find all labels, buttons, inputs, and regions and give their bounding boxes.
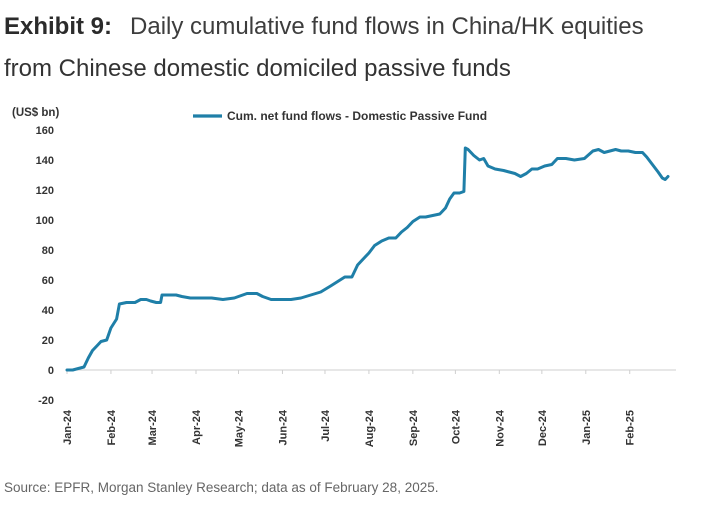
chart-title-line-1: Exhibit 9: Daily cumulative fund flows in… — [4, 12, 644, 42]
x-tick-label: Jul-24 — [320, 409, 332, 442]
chart-title-line-2: from Chinese domestic domiciled passive … — [4, 55, 511, 82]
y-axis: -20 0 20 40 60 80 100 120 140 160 — [36, 125, 54, 407]
fund-flows-chart: (US$ bn) Cum. net fund flows - Domestic … — [12, 107, 676, 447]
x-tick-label: Sep-24 — [408, 409, 420, 446]
x-tick-label: Jan-25 — [581, 410, 593, 445]
x-tick-label: Aug-24 — [364, 409, 376, 447]
x-tick-label: Jun-24 — [278, 409, 290, 445]
x-tick-label: Feb-25 — [625, 410, 637, 445]
y-axis-unit-label: (US$ bn) — [12, 107, 59, 119]
series-line-domestic-passive-fund — [65, 146, 670, 372]
y-tick-label: 80 — [42, 245, 54, 257]
x-tick-label: Feb-24 — [106, 409, 118, 445]
source-note: Source: EPFR, Morgan Stanley Research; d… — [4, 480, 439, 495]
x-tick-label: Mar-24 — [147, 409, 159, 445]
x-axis: Jan-24 Feb-24 Mar-24 Apr-24 May-24 Jun-24 Jul-… — [62, 369, 676, 447]
x-tick-label: Apr-24 — [191, 409, 203, 445]
y-tick-label: -20 — [38, 395, 54, 407]
y-tick-label: 60 — [42, 275, 54, 287]
y-tick-label: 120 — [36, 185, 54, 197]
legend-label: Cum. net fund flows - Domestic Passive F… — [227, 109, 487, 123]
legend: Cum. net fund flows - Domestic Passive F… — [193, 109, 487, 123]
y-tick-label: 100 — [36, 215, 54, 227]
y-tick-label: 0 — [48, 365, 54, 377]
y-tick-label: 40 — [42, 305, 54, 317]
y-tick-label: 20 — [42, 335, 54, 347]
x-tick-label: Oct-24 — [450, 409, 462, 444]
exhibit-label: Exhibit 9: — [4, 13, 113, 40]
chart-title-text-1: Daily cumulative fund flows in China/HK … — [130, 13, 644, 40]
y-tick-label: 160 — [36, 125, 54, 137]
x-tick-label: May-24 — [234, 409, 246, 447]
x-tick-label: Nov-24 — [494, 409, 506, 447]
x-tick-label: Jan-24 — [62, 409, 74, 445]
y-tick-label: 140 — [36, 155, 54, 167]
x-tick-label: Dec-24 — [537, 409, 549, 446]
